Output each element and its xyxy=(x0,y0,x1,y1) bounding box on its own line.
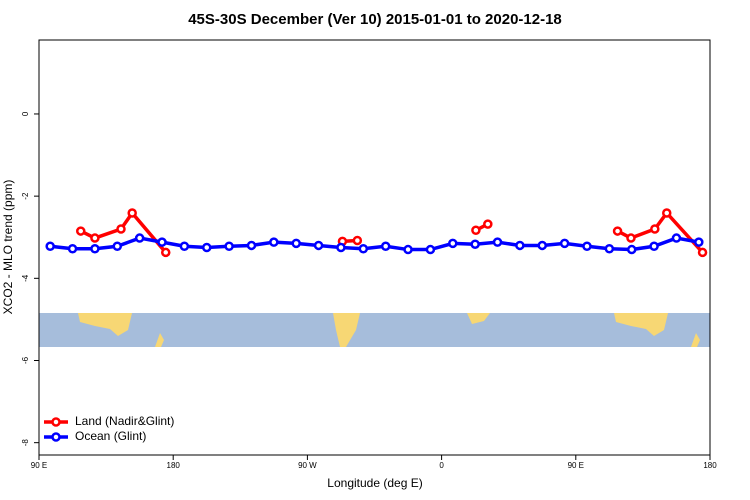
data-point xyxy=(694,237,704,247)
x-tick-label: 90 E xyxy=(31,461,47,470)
legend-marker xyxy=(51,432,61,442)
data-point xyxy=(626,244,637,255)
data-point xyxy=(179,241,190,252)
data-point xyxy=(537,240,547,251)
x-tick-label: 0 xyxy=(439,461,444,470)
data-point xyxy=(157,237,167,247)
data-point xyxy=(612,226,623,236)
data-point xyxy=(626,233,636,243)
data-point xyxy=(90,233,100,243)
data-point xyxy=(269,237,279,247)
data-point xyxy=(559,238,570,249)
data-point xyxy=(380,241,391,252)
data-point xyxy=(470,239,480,249)
data-point xyxy=(160,247,171,258)
x-tick-label: 180 xyxy=(167,461,181,470)
data-point xyxy=(662,208,672,218)
data-point xyxy=(448,238,458,249)
data-point xyxy=(224,241,234,252)
data-point xyxy=(515,240,525,251)
y-tick-label: 0 xyxy=(21,111,30,116)
y-tick-label: -4 xyxy=(21,274,30,282)
data-point xyxy=(471,225,481,235)
data-point xyxy=(352,235,363,246)
legend-label: Ocean (Glint) xyxy=(75,429,146,443)
series-line xyxy=(49,236,700,252)
x-tick-label: 180 xyxy=(703,461,717,470)
y-axis-label: XCO2 - MLO trend (ppm) xyxy=(1,180,15,315)
data-point xyxy=(425,244,436,255)
data-point xyxy=(483,219,493,229)
data-point xyxy=(604,243,615,254)
y-tick-label: -8 xyxy=(21,439,30,447)
y-tick-label: -2 xyxy=(21,192,30,200)
legend-label: Land (Nadir&Glint) xyxy=(75,414,174,428)
data-point xyxy=(90,243,100,254)
data-point xyxy=(112,241,123,252)
data-point xyxy=(116,224,126,234)
data-point xyxy=(313,240,324,251)
data-point xyxy=(76,226,86,236)
data-point xyxy=(650,224,660,234)
data-point xyxy=(492,237,503,247)
data-point xyxy=(134,233,145,243)
chart-title: 45S-30S December (Ver 10) 2015-01-01 to … xyxy=(188,11,562,28)
plot-frame xyxy=(38,39,711,456)
map-strip xyxy=(39,313,710,347)
x-tick-label: 90 W xyxy=(298,461,317,470)
data-point xyxy=(67,243,78,254)
legend-marker xyxy=(51,417,61,427)
data-point xyxy=(671,233,682,243)
y-tick-label: -6 xyxy=(21,356,30,364)
data-point xyxy=(403,244,413,255)
data-point xyxy=(697,247,708,258)
data-point xyxy=(358,243,369,254)
data-point xyxy=(246,240,257,251)
x-axis-label: Longitude (deg E) xyxy=(327,476,422,490)
data-point xyxy=(336,242,346,253)
data-point xyxy=(202,242,212,253)
data-point xyxy=(127,208,137,218)
data-point xyxy=(649,241,659,252)
x-tick-label: 90 E xyxy=(568,461,584,470)
data-point xyxy=(291,238,301,249)
data-point xyxy=(45,241,55,252)
data-point xyxy=(582,241,592,252)
